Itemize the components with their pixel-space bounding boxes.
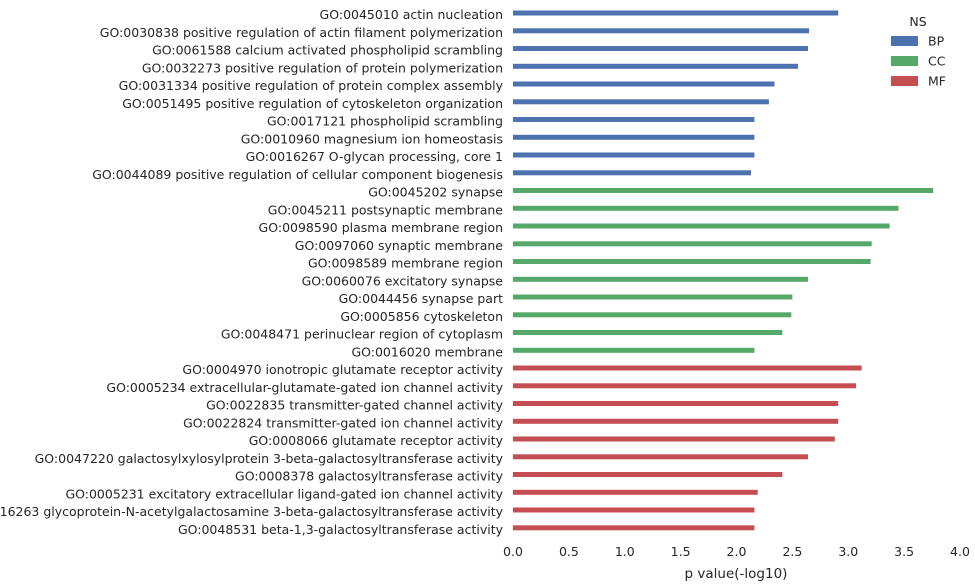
category-label: GO:0031334 positive regulation of protei… (119, 78, 504, 93)
category-label: GO:0005856 cytoskeleton (340, 309, 503, 324)
category-label: GO:0022835 transmitter-gated channel act… (206, 398, 503, 413)
bar-bp-8 (513, 152, 755, 158)
category-label: GO:0010960 magnesium ion homeostasis (241, 131, 503, 146)
bar-cc-9 (513, 347, 755, 353)
x-tick-label: 1.5 (671, 544, 691, 559)
bar-cc-6 (513, 294, 793, 300)
legend: NS BP CC MF (891, 14, 946, 89)
bar-bp-0 (513, 10, 839, 16)
x-tick-label: 0.0 (503, 544, 523, 559)
category-label: GO:0008378 galactosyltransferase activit… (235, 469, 504, 484)
legend-title: NS (909, 14, 926, 29)
category-label: GO:0045010 actin nucleation (320, 7, 503, 22)
bar-cc-3 (513, 241, 872, 247)
x-axis-title: p value(-log10) (685, 566, 788, 582)
category-label: GO:0032273 positive regulation of protei… (142, 60, 503, 75)
bars-group (513, 10, 934, 531)
category-label: GO:0022824 transmitter-gated ion channel… (183, 415, 504, 430)
bar-cc-1 (513, 205, 899, 211)
bar-mf-8 (513, 507, 755, 513)
category-label: GO:0048471 perinuclear region of cytopla… (221, 327, 503, 342)
category-label: GO:0047220 galactosylxylosylprotein 3-be… (35, 451, 504, 466)
bar-bp-2 (513, 46, 808, 51)
category-label: GO:0097060 synaptic membrane (295, 238, 504, 253)
bar-bp-5 (513, 99, 769, 105)
category-label: GO:0004970 ionotropic glutamate receptor… (182, 362, 503, 377)
x-tick-label: 1.0 (615, 544, 635, 559)
category-label: GO:0045202 synapse (368, 185, 503, 200)
legend-swatch-bp (891, 36, 918, 46)
bar-mf-3 (513, 418, 839, 424)
bar-bp-7 (513, 134, 755, 140)
legend-label-cc: CC (928, 54, 946, 69)
category-label: GO:0016020 membrane (351, 344, 503, 359)
category-label: GO:0061588 calcium activated phospholipi… (152, 43, 503, 58)
category-label: GO:0048531 beta-1,3-galactosyltransferas… (178, 522, 504, 537)
x-axis-ticks: 0.0 0.5 1.0 1.5 2.0 2.5 3.0 3.5 4.0 (503, 544, 970, 559)
x-tick-label: 3.5 (894, 544, 914, 559)
bar-mf-2 (513, 401, 839, 406)
bar-cc-4 (513, 259, 871, 264)
x-tick-label: 3.0 (838, 544, 858, 559)
legend-swatch-cc (891, 56, 918, 66)
bar-cc-2 (513, 223, 890, 229)
bar-mf-7 (513, 489, 758, 495)
bar-mf-4 (513, 436, 835, 442)
category-label: GO:0017121 phospholipid scrambling (267, 114, 503, 129)
category-label: GO:0005234 extracellular-glutamate-gated… (106, 380, 503, 395)
bar-cc-8 (513, 330, 783, 335)
x-tick-label: 0.5 (559, 544, 579, 559)
x-tick-label: 4.0 (950, 544, 970, 559)
category-label: GO:0045211 postsynaptic membrane (268, 202, 504, 217)
bar-cc-5 (513, 276, 808, 282)
category-label: GO:0044456 synapse part (339, 291, 503, 306)
category-label: GO:0044089 positive regulation of cellul… (92, 167, 503, 182)
x-tick-label: 2.0 (727, 544, 747, 559)
category-label: GO:0008066 glutamate receptor activity (249, 433, 504, 448)
bar-cc-0 (513, 188, 934, 193)
category-label: GO:0016263 glycoprotein-N-acetylgalactos… (0, 504, 504, 519)
category-label: GO:0030838 positive regulation of actin … (100, 25, 503, 40)
bar-bp-1 (513, 28, 810, 34)
bar-mf-0 (513, 365, 862, 371)
bar-bp-6 (513, 117, 755, 122)
category-label: GO:0098590 plasma membrane region (259, 220, 503, 235)
legend-label-mf: MF (928, 74, 946, 89)
legend-label-bp: BP (928, 34, 945, 49)
legend-swatch-mf (891, 76, 918, 86)
bar-bp-9 (513, 170, 751, 176)
bar-mf-5 (513, 454, 808, 460)
category-label: GO:0060076 excitatory synapse (302, 273, 504, 288)
category-label: GO:0016267 O-glycan processing, core 1 (246, 149, 503, 164)
category-labels: GO:0045010 actin nucleation GO:0030838 po… (0, 7, 504, 537)
category-label: GO:0098589 membrane region (308, 256, 503, 271)
x-tick-label: 2.5 (782, 544, 802, 559)
category-label: GO:0005231 excitatory extracellular liga… (65, 486, 503, 501)
bar-mf-9 (513, 525, 755, 531)
category-label: GO:0051495 positive regulation of cytosk… (122, 96, 503, 111)
bar-cc-7 (513, 312, 792, 318)
bar-bp-3 (513, 63, 798, 69)
bar-mf-1 (513, 383, 857, 389)
bar-mf-6 (513, 472, 783, 477)
bar-bp-4 (513, 81, 775, 87)
